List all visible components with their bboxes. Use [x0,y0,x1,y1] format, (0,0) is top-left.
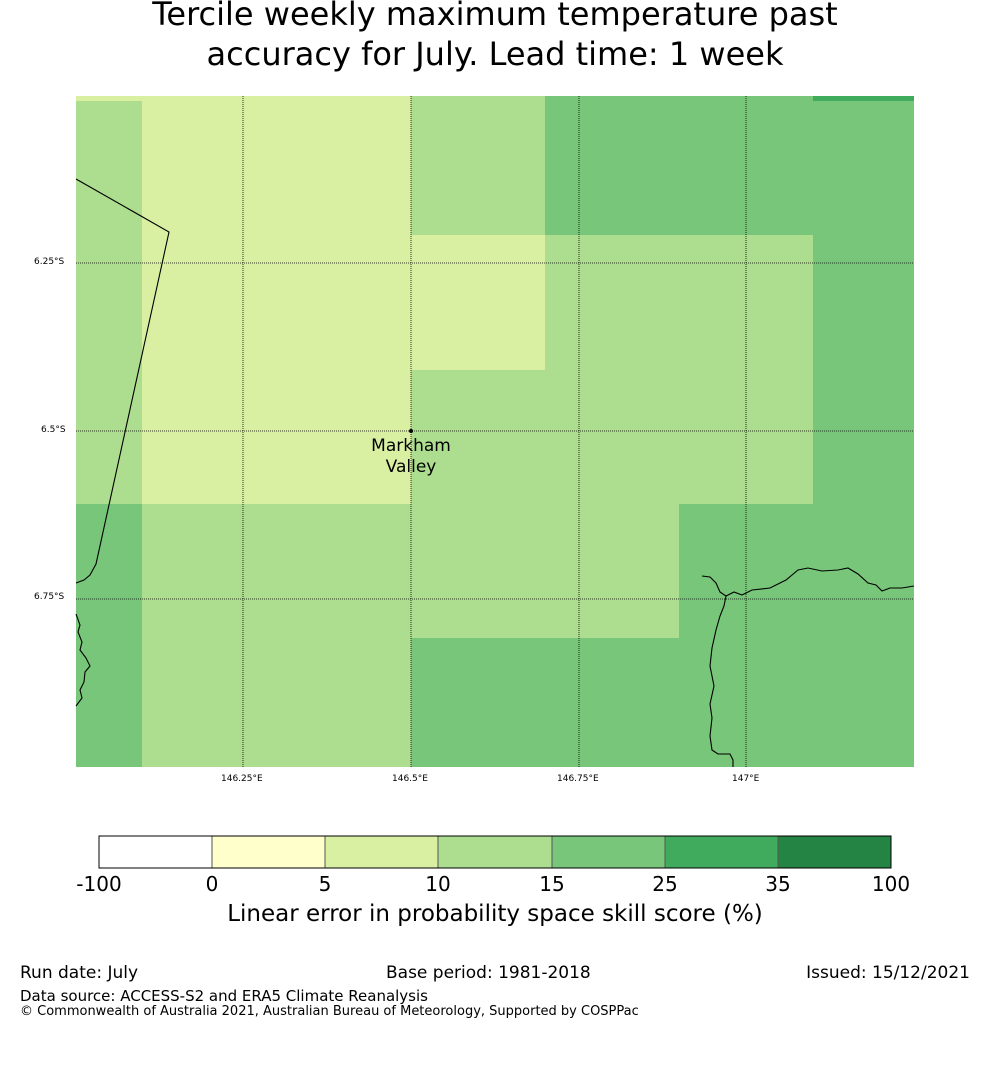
colorbar-outline [98,835,892,869]
place-label-line-2: Valley [385,457,437,477]
grid-cell [813,96,914,101]
colorbar [98,835,892,869]
grid-cell [411,235,545,370]
lat-tick-label: 6.25°S [34,257,65,267]
lon-tick-label: 147°E [732,774,760,784]
issued-date: Issued: 15/12/2021 [806,963,970,983]
copyright-notice: © Commonwealth of Australia 2021, Austra… [20,1004,639,1019]
place-label: Markham Valley [351,436,471,478]
grid-cell [76,504,142,767]
coastline-east [701,575,734,767]
title-line-2: accuracy for July. Lead time: 1 week [206,35,784,73]
lat-tick-label: 6.75°S [34,592,65,602]
coastline [75,178,915,767]
colorbar-segment [437,835,553,869]
base-period: Base period: 1981-2018 [386,963,591,983]
grid-cell [142,96,411,504]
lon-tick-label: 146.75°E [557,774,599,784]
colorbar-tick-label: 15 [539,872,565,896]
colorbar-segment [777,835,892,869]
lon-tick-label: 146.25°E [221,774,263,784]
colorbar-segment [211,835,326,869]
colorbar-segment [551,835,666,869]
grid-cell [76,96,142,101]
lon-tick-label: 146.5°E [392,774,428,784]
province-boundary [75,178,170,584]
colorbar-tick-label: 25 [652,872,678,896]
map-title: Tercile weekly maximum temperature past … [0,0,990,74]
colorbar-tick-label: 10 [425,872,451,896]
colorbar-tick-label: 35 [765,872,791,896]
run-date: Run date: July [20,963,139,983]
grid-cell [813,235,914,504]
colorbar-tick-label: -100 [76,872,122,896]
data-source: Data source: ACCESS-S2 and ERA5 Climate … [20,987,428,1005]
grid-cell [545,96,914,235]
place-label-line-1: Markham [371,436,451,456]
colorbar-tick-label: 100 [871,872,911,896]
colorbar-title: Linear error in probability space skill … [227,901,763,927]
skill-grid [76,96,914,767]
colorbar-tick-label: 5 [318,872,332,896]
colorbar-segment [324,835,439,869]
coastline-north [725,567,915,597]
colorbar-segment [98,835,213,869]
lat-tick-label: 6.5°S [41,425,66,435]
location-marker [409,429,413,433]
colorbar-segment [664,835,779,869]
coastline-west [75,613,91,707]
graticule [76,96,914,767]
colorbar-tick-label: 0 [205,872,219,896]
grid-cell [411,638,914,767]
title-line-1: Tercile weekly maximum temperature past [152,0,838,33]
